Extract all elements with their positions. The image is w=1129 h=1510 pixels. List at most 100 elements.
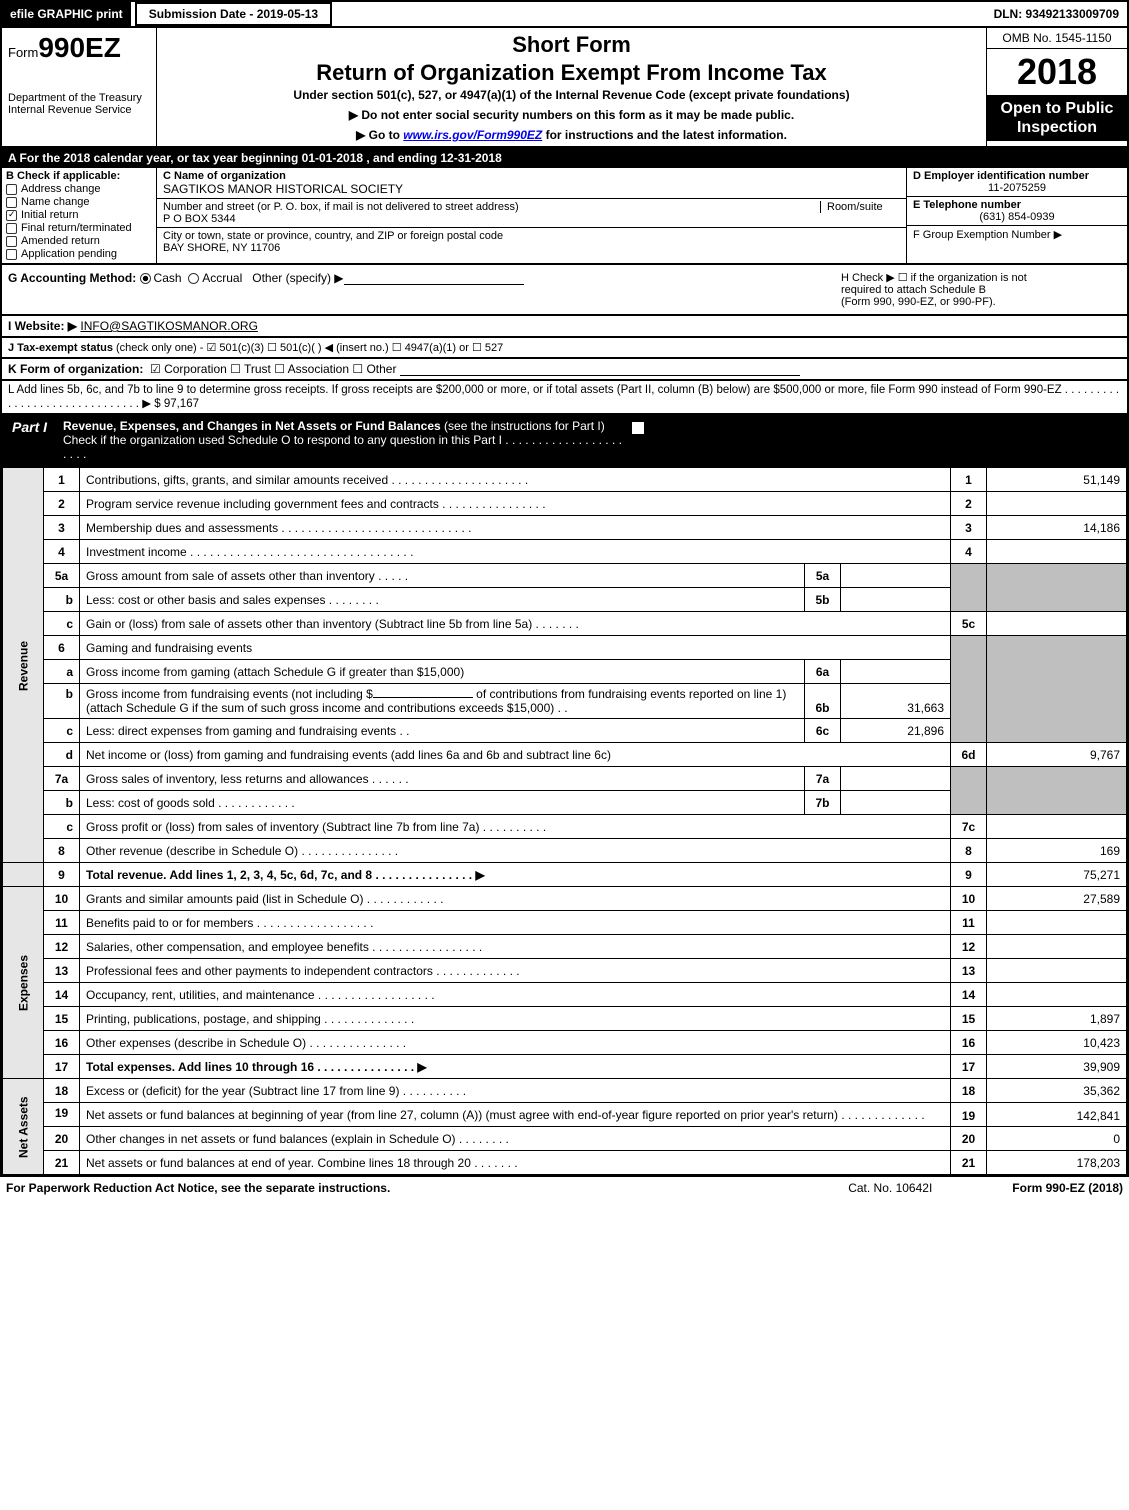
line-desc: Contributions, gifts, grants, and simila… — [80, 468, 951, 492]
line-value: 14,186 — [987, 516, 1127, 540]
part1-title-rest: (see the instructions for Part I) — [441, 419, 605, 433]
sub-ref: 6b — [805, 684, 841, 719]
shaded-cell — [987, 636, 1127, 743]
sub-title: Under section 501(c), 527, or 4947(a)(1)… — [165, 88, 978, 102]
efile-print-button[interactable]: efile GRAPHIC print — [2, 2, 131, 26]
checkbox-icon — [6, 210, 17, 221]
footer-form-ref: Form 990-EZ (2018) — [1012, 1181, 1123, 1195]
check-name-change[interactable]: Name change — [6, 196, 152, 208]
line-value — [987, 935, 1127, 959]
line-value: 169 — [987, 839, 1127, 863]
line-20: 20 Other changes in net assets or fund b… — [3, 1127, 1127, 1151]
line-num: b — [44, 588, 80, 612]
i-label: I Website: ▶ — [8, 319, 77, 333]
check-label: Name change — [21, 196, 90, 208]
g-label: G Accounting Method: — [8, 271, 136, 285]
instruction-1: ▶ Do not enter social security numbers o… — [165, 108, 978, 122]
line-13: 13 Professional fees and other payments … — [3, 959, 1127, 983]
line-ref: 12 — [951, 935, 987, 959]
line-value — [987, 612, 1127, 636]
radio-cash[interactable] — [140, 273, 151, 284]
check-label: Final return/terminated — [21, 222, 132, 234]
part1-checkbox[interactable] — [631, 421, 645, 435]
line-desc: Printing, publications, postage, and shi… — [80, 1007, 951, 1031]
line-ref: 13 — [951, 959, 987, 983]
accrual-label: Accrual — [202, 271, 242, 285]
check-label: Application pending — [21, 248, 117, 260]
k-options: ☑ Corporation ☐ Trust ☐ Association ☐ Ot… — [150, 362, 396, 376]
line-17: 17 Total expenses. Add lines 10 through … — [3, 1055, 1127, 1079]
line-value — [987, 815, 1127, 839]
check-label: Address change — [21, 183, 101, 195]
b-label: B Check if applicable: — [6, 170, 152, 182]
line-num: 4 — [44, 540, 80, 564]
city-label: City or town, state or province, country… — [163, 230, 900, 242]
section-gh: G Accounting Method: Cash Accrual Other … — [0, 265, 1129, 316]
other-label: Other (specify) ▶ — [252, 271, 343, 285]
line-num: 19 — [44, 1103, 80, 1127]
header-middle: Short Form Return of Organization Exempt… — [157, 28, 987, 146]
j-label: J Tax-exempt status — [8, 342, 113, 354]
section-bcdef: B Check if applicable: Address change Na… — [0, 168, 1129, 265]
sub-value — [841, 660, 951, 684]
phone-value: (631) 854-0939 — [913, 211, 1121, 223]
sub-ref: 6c — [805, 719, 841, 743]
line-ref: 15 — [951, 1007, 987, 1031]
line-num: 5a — [44, 564, 80, 588]
check-application-pending[interactable]: Application pending — [6, 248, 152, 260]
sub-value: 21,896 — [841, 719, 951, 743]
line-5c: c Gain or (loss) from sale of assets oth… — [3, 612, 1127, 636]
line-ref: 5c — [951, 612, 987, 636]
line-7c: c Gross profit or (loss) from sales of i… — [3, 815, 1127, 839]
line-10: Expenses 10 Grants and similar amounts p… — [3, 887, 1127, 911]
h-text2: required to attach Schedule B — [841, 284, 1121, 296]
line-num: 7a — [44, 767, 80, 791]
line-num: b — [44, 791, 80, 815]
line-8: 8 Other revenue (describe in Schedule O)… — [3, 839, 1127, 863]
line-9: 9 Total revenue. Add lines 1, 2, 3, 4, 5… — [3, 863, 1127, 887]
line-num: 17 — [44, 1055, 80, 1079]
h-check: H Check ▶ ☐ if the organization is not r… — [841, 271, 1121, 308]
check-address-change[interactable]: Address change — [6, 183, 152, 195]
col-c-org-info: C Name of organization SAGTIKOS MANOR HI… — [157, 168, 907, 263]
check-label: Initial return — [21, 209, 78, 221]
line-17-desc: Total expenses. Add lines 10 through 16 … — [86, 1060, 427, 1074]
line-5a: 5a Gross amount from sale of assets othe… — [3, 564, 1127, 588]
line-16: 16 Other expenses (describe in Schedule … — [3, 1031, 1127, 1055]
line-desc: Gross amount from sale of assets other t… — [80, 564, 805, 588]
line-num: 20 — [44, 1127, 80, 1151]
shaded-cell — [951, 564, 987, 612]
line-2: 2 Program service revenue including gove… — [3, 492, 1127, 516]
line-desc: Net assets or fund balances at beginning… — [80, 1103, 951, 1127]
line-desc: Net assets or fund balances at end of ye… — [80, 1151, 951, 1175]
sub-ref: 5a — [805, 564, 841, 588]
line-ref: 9 — [951, 863, 987, 887]
desc-pre: Gross income from fundraising events (no… — [86, 687, 373, 701]
f-label: F Group Exemption Number ▶ — [913, 228, 1121, 241]
line-value — [987, 959, 1127, 983]
line-desc: Gain or (loss) from sale of assets other… — [80, 612, 951, 636]
radio-accrual[interactable] — [188, 273, 199, 284]
line-num: 16 — [44, 1031, 80, 1055]
checkbox-icon — [6, 249, 17, 260]
checkbox-icon — [6, 184, 17, 195]
main-title: Return of Organization Exempt From Incom… — [165, 60, 978, 86]
line-num: c — [44, 815, 80, 839]
line-desc: Occupancy, rent, utilities, and maintena… — [80, 983, 951, 1007]
d-label: D Employer identification number — [913, 170, 1121, 182]
line-ref: 7c — [951, 815, 987, 839]
line-desc: Grants and similar amounts paid (list in… — [80, 887, 951, 911]
line-desc: Gross profit or (loss) from sales of inv… — [80, 815, 951, 839]
irs-link[interactable]: www.irs.gov/Form990EZ — [403, 128, 542, 142]
check-initial-return[interactable]: Initial return — [6, 209, 152, 221]
check-amended-return[interactable]: Amended return — [6, 235, 152, 247]
line-6d: d Net income or (loss) from gaming and f… — [3, 743, 1127, 767]
top-bar: efile GRAPHIC print Submission Date - 20… — [0, 0, 1129, 26]
h-text3: (Form 990, 990-EZ, or 990-PF). — [841, 296, 1121, 308]
check-final-return[interactable]: Final return/terminated — [6, 222, 152, 234]
line-num: b — [44, 684, 80, 719]
line-ref: 20 — [951, 1127, 987, 1151]
sub-ref: 7b — [805, 791, 841, 815]
dln-number: DLN: 93492133009709 — [986, 3, 1127, 25]
sub-value — [841, 564, 951, 588]
